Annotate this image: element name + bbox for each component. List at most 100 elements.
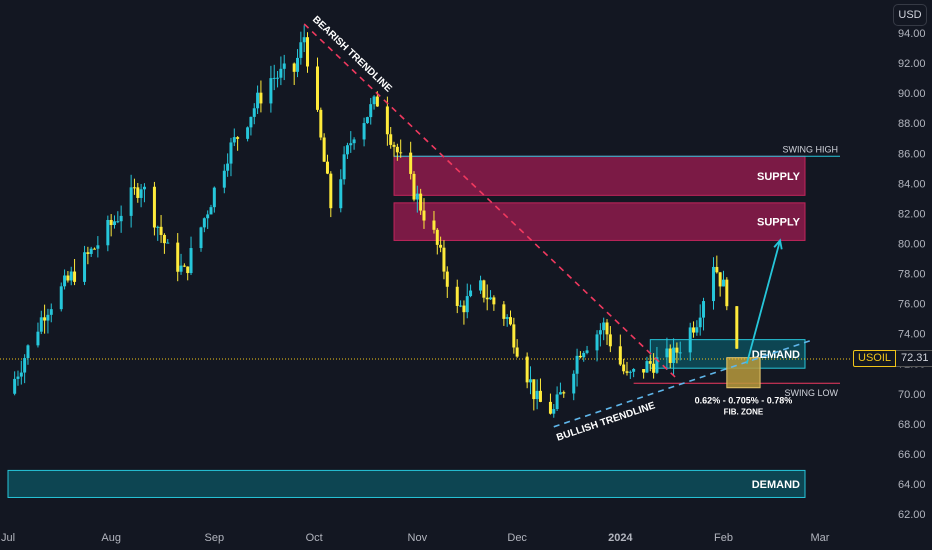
candle-body — [479, 280, 483, 291]
y-tick-label: 70.00 — [898, 389, 926, 401]
candle-body — [575, 355, 579, 374]
y-tick-label: 78.00 — [898, 269, 926, 281]
candle-body — [632, 369, 636, 372]
candle-body — [535, 390, 539, 400]
candle-body — [585, 350, 589, 353]
candle-body — [642, 369, 646, 373]
candle-body — [342, 154, 346, 180]
candle-body — [23, 358, 27, 373]
candle-body — [389, 134, 393, 145]
candle-body — [618, 346, 622, 365]
candle-body — [199, 227, 203, 249]
symbol-label: USOIL — [853, 350, 897, 367]
bearish-trendline-label: BEARISH TRENDLINE — [310, 14, 394, 95]
candle-body — [432, 220, 436, 230]
candle-body — [715, 266, 719, 273]
candle-body — [512, 324, 516, 348]
y-tick-label: 90.00 — [898, 88, 926, 100]
candle-body — [608, 334, 612, 347]
bullish-trendline — [553, 338, 814, 428]
candle-body — [622, 364, 626, 372]
candle-body — [116, 221, 120, 223]
y-tick-label: 84.00 — [898, 178, 926, 190]
candle-body — [532, 379, 536, 400]
candle-body — [13, 378, 17, 394]
demand-zone — [7, 469, 806, 498]
candle-body — [419, 193, 423, 211]
candle-body — [159, 226, 163, 235]
candle-body — [306, 37, 310, 67]
candle-body — [345, 145, 349, 155]
candle-body — [73, 271, 77, 282]
candle-body — [212, 187, 216, 208]
zone-label: DEMAND — [752, 349, 800, 361]
y-tick-label: 86.00 — [898, 148, 926, 160]
zone-label: SUPPLY — [757, 171, 801, 183]
currency-button[interactable]: USD — [893, 4, 927, 26]
candle-body — [66, 275, 70, 281]
last-price-tag: USOIL 72.31 — [853, 350, 932, 367]
y-tick-label: 64.00 — [898, 479, 926, 491]
candle-body — [598, 330, 602, 335]
candle-body — [16, 376, 20, 379]
candle-body — [106, 219, 110, 246]
y-tick-label: 94.00 — [898, 28, 926, 40]
candle-body — [339, 179, 343, 209]
candle-body — [202, 218, 206, 228]
candle-body — [96, 245, 100, 249]
candle-body — [136, 187, 140, 198]
candle-body — [189, 248, 193, 274]
candle-body — [442, 247, 446, 272]
y-tick-label: 92.00 — [898, 58, 926, 70]
candle-body — [435, 229, 439, 245]
candle-body — [528, 379, 532, 383]
candle-body — [302, 37, 306, 43]
candle-body — [329, 173, 333, 209]
candle-body — [509, 317, 513, 325]
y-tick-label: 80.00 — [898, 238, 926, 250]
y-tick-label: 66.00 — [898, 449, 926, 461]
candle-body — [325, 161, 329, 174]
x-tick-label: Jul — [1, 532, 15, 544]
candle-body — [502, 304, 506, 319]
y-tick-label: 82.00 — [898, 208, 926, 220]
candle-body — [49, 309, 53, 315]
candle-body — [482, 280, 486, 298]
candle-body — [725, 279, 729, 307]
candle-body — [665, 348, 669, 358]
candle-body — [86, 252, 90, 254]
bearish-trendline — [303, 23, 678, 380]
candle-body — [246, 127, 250, 139]
candle-body — [422, 210, 426, 221]
candle-body — [485, 297, 489, 300]
candle-body — [352, 139, 356, 144]
candle-body — [299, 42, 303, 58]
y-tick-label: 68.00 — [898, 419, 926, 431]
bullish-trendline-label: BULLISH TRENDLINE — [555, 400, 657, 443]
candle-body — [296, 57, 300, 72]
candle-body — [399, 152, 403, 154]
candle-body — [672, 347, 676, 363]
candle-body — [252, 108, 256, 117]
candle-body — [269, 78, 273, 104]
candle-body — [362, 123, 366, 140]
candle-body — [462, 305, 466, 313]
candle-body — [698, 317, 702, 328]
candle-body — [186, 266, 190, 274]
candle-body — [525, 356, 529, 383]
candle-body — [492, 297, 496, 305]
candle-body — [229, 142, 233, 164]
candle-body — [282, 63, 286, 69]
projection-arrow-head — [773, 238, 783, 250]
candle-body — [652, 363, 656, 373]
candle-body — [395, 146, 399, 153]
candle-body — [712, 266, 716, 302]
x-tick-label: Nov — [408, 532, 428, 544]
last-price-value: 72.31 — [896, 350, 932, 367]
candle-body — [412, 173, 416, 200]
candle-body — [582, 352, 586, 358]
candle-body — [156, 226, 160, 228]
candle-body — [39, 317, 43, 332]
candle-body — [385, 106, 389, 135]
